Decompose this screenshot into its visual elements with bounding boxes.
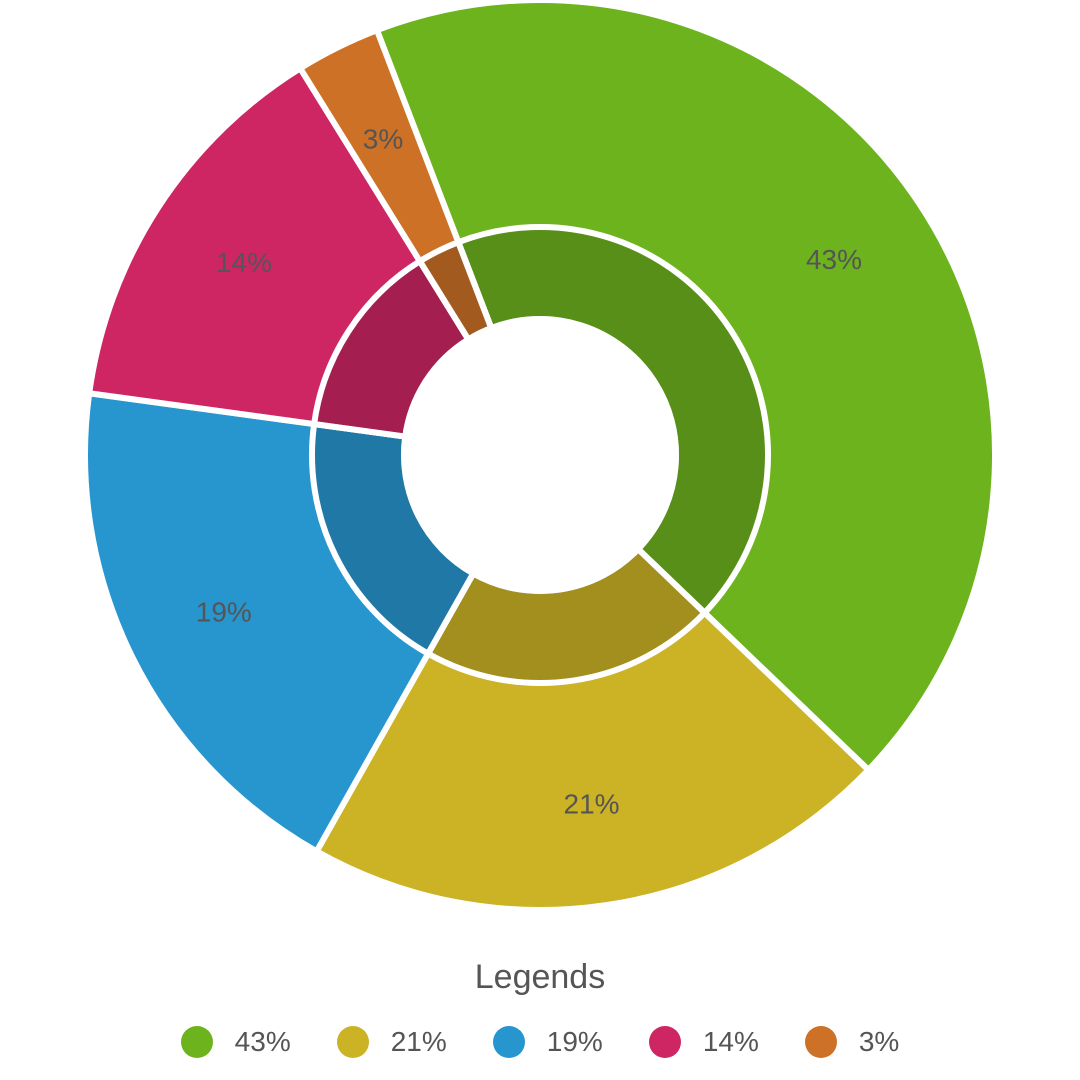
- legend: 43% 21% 19% 14% 3%: [0, 1020, 1080, 1064]
- legend-swatch: [492, 1026, 525, 1058]
- legend-label: 43%: [234, 1026, 291, 1057]
- labels-group: 43% 21% 19% 14% 3%: [196, 123, 862, 819]
- slice-inner-shade-1: [455, 224, 771, 616]
- slice-inner-shade-3: [309, 421, 477, 657]
- slice-label: 21%: [564, 789, 620, 820]
- slice-label: 19%: [196, 596, 252, 627]
- legend-swatch: [804, 1026, 837, 1058]
- legend-title: Legends: [474, 958, 606, 996]
- legend-item[interactable]: 14%: [648, 1026, 759, 1058]
- legend-swatch: [336, 1026, 369, 1058]
- legend-label: 3%: [858, 1026, 900, 1057]
- slices-group: [82, 0, 998, 913]
- legend-swatch: [648, 1026, 681, 1058]
- legend-label: 21%: [390, 1026, 447, 1057]
- legend-item[interactable]: 21%: [336, 1026, 447, 1058]
- legend-item[interactable]: 19%: [492, 1026, 603, 1058]
- legend-item[interactable]: 3%: [804, 1026, 900, 1058]
- donut-chart: 43% 21% 19% 14% 3%: [82, 0, 998, 913]
- legend-label: 14%: [702, 1026, 759, 1057]
- slice-label: 14%: [216, 247, 272, 278]
- legend-label: 19%: [546, 1026, 603, 1057]
- legend-item[interactable]: 43%: [180, 1026, 291, 1058]
- slice-inner-shade-2: [425, 546, 708, 686]
- slice-label: 3%: [363, 123, 403, 154]
- slice-label: 43%: [806, 244, 862, 275]
- legend-swatch: [180, 1026, 213, 1058]
- slice-inner-shade-5: [416, 239, 495, 343]
